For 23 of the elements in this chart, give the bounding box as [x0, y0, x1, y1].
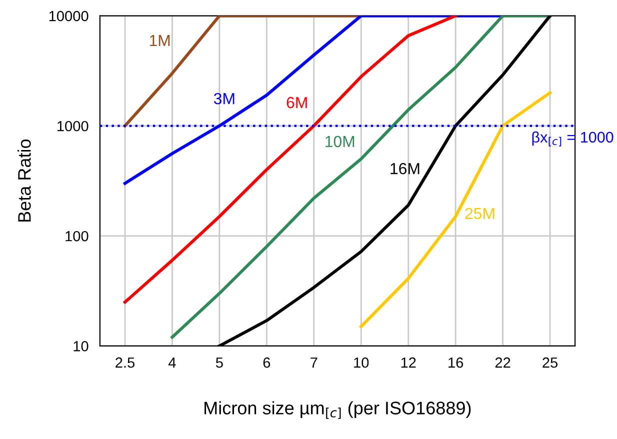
y-axis-title: Beta Ratio — [18, 139, 31, 222]
series-label: 25M — [465, 208, 494, 220]
x-axis-title: Micron size µm$_{[c]}$ (per ISO16889) — [204, 401, 471, 419]
y-tick-label: 10000 — [49, 10, 88, 22]
x-tick-label: 7 — [310, 358, 318, 368]
x-tick-label: 12 — [401, 357, 416, 368]
line-series — [123, 16, 458, 304]
y-tick-label: 100 — [66, 230, 88, 242]
y-tick-label: 10 — [74, 341, 88, 352]
series-label: 1M — [150, 35, 170, 46]
x-tick-label: 16 — [448, 357, 464, 368]
x-tick-label: 22 — [495, 357, 510, 368]
series-label: 10M — [326, 136, 354, 148]
x-tick-label: 25 — [542, 357, 558, 368]
x-tick-label: 6 — [263, 357, 270, 368]
series-label: 6M — [286, 96, 307, 108]
x-tick-label: 4 — [168, 358, 176, 368]
series-label: 16M — [390, 162, 420, 174]
series-label: 3M — [214, 92, 234, 104]
x-tick-label: 10 — [354, 357, 369, 368]
y-tick-label: 1000 — [58, 120, 88, 132]
x-tick-label: 5 — [216, 358, 223, 368]
x-tick-label: 2.5 — [116, 357, 135, 368]
